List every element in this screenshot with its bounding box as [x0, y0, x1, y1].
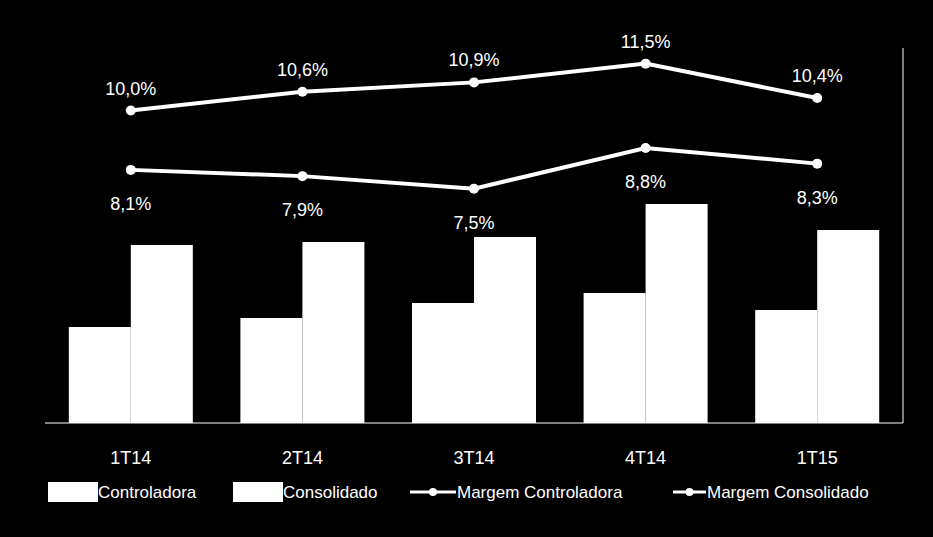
- x-axis-line: [45, 423, 903, 424]
- data-label: 8,3%: [797, 188, 838, 208]
- bar: [755, 310, 817, 423]
- bar: [817, 230, 879, 423]
- line-marker: [641, 143, 651, 153]
- legend-label: Controladora: [98, 483, 197, 502]
- y2-axis-line: [903, 48, 904, 423]
- bar: [474, 237, 536, 423]
- line-marker: [641, 59, 651, 69]
- legend: Controladora Consolidado Margem Controlado…: [48, 482, 869, 502]
- data-label: 10,6%: [277, 60, 328, 80]
- legend-label: Margem Consolidado: [707, 483, 869, 502]
- line-marker: [297, 87, 307, 97]
- x-tick-label: 2T14: [282, 448, 323, 468]
- line-marker: [297, 171, 307, 181]
- data-label: 8,8%: [625, 172, 666, 192]
- data-labels: 8,1% 7,9% 7,5% 8,8% 8,3% 10,0% 10,6% 10,9% 11,5%…: [105, 32, 842, 233]
- data-label: 7,5%: [453, 213, 494, 233]
- data-label: 7,9%: [282, 200, 323, 220]
- bar: [240, 318, 302, 423]
- bar: [646, 204, 708, 423]
- x-tick-label: 3T14: [453, 448, 494, 468]
- line-marker: [812, 159, 822, 169]
- legend-label: Margem Controladora: [457, 483, 623, 502]
- bar: [69, 327, 131, 423]
- x-tick-label: 4T14: [625, 448, 666, 468]
- plot-area: [69, 59, 879, 423]
- chart-svg: 8,1% 7,9% 7,5% 8,8% 8,3% 10,0% 10,6% 10,9% 11,5%…: [0, 0, 933, 537]
- legend-key: [233, 482, 283, 502]
- bar: [584, 293, 646, 423]
- background: [0, 0, 933, 537]
- data-label: 10,4%: [792, 66, 843, 86]
- line-marker: [469, 77, 479, 87]
- x-tick-label: 1T15: [797, 448, 838, 468]
- line: [131, 64, 817, 111]
- data-label: 11,5%: [621, 32, 671, 52]
- chart-root: 8,1% 7,9% 7,5% 8,8% 8,3% 10,0% 10,6% 10,9% 11,5%…: [0, 0, 933, 537]
- line-marker: [126, 106, 136, 116]
- line-marker: [126, 165, 136, 175]
- bar: [302, 242, 364, 423]
- legend-key: [48, 482, 98, 502]
- line-marker: [469, 184, 479, 194]
- bar: [412, 303, 474, 423]
- data-label: 10,9%: [448, 50, 499, 70]
- legend-key-marker: [429, 488, 437, 496]
- line-marker: [812, 93, 822, 103]
- line: [131, 148, 817, 189]
- data-label: 10,0%: [105, 79, 156, 99]
- bar: [131, 245, 193, 423]
- legend-key-marker: [686, 488, 694, 496]
- legend-label: Consolidado: [283, 483, 378, 502]
- x-tick-label: 1T14: [110, 448, 151, 468]
- data-label: 8,1%: [110, 194, 151, 214]
